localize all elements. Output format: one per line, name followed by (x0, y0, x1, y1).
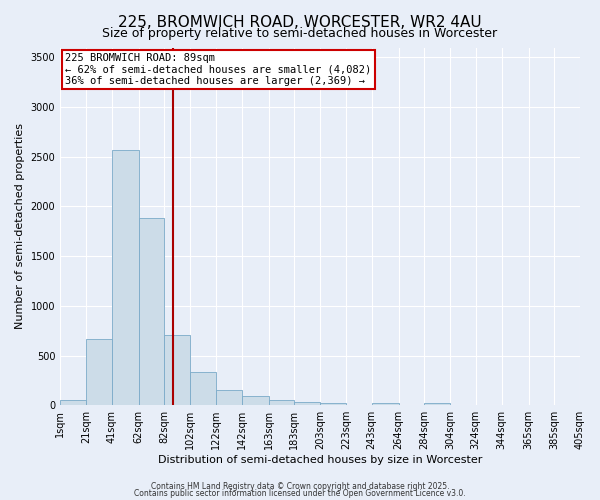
X-axis label: Distribution of semi-detached houses by size in Worcester: Distribution of semi-detached houses by … (158, 455, 482, 465)
Text: Contains public sector information licensed under the Open Government Licence v3: Contains public sector information licen… (134, 489, 466, 498)
Bar (269, 400, 295, 405)
Bar (190, 372, 216, 405)
Bar (139, 218, 164, 405)
Text: 225, BROMWICH ROAD, WORCESTER, WR2 4AU: 225, BROMWICH ROAD, WORCESTER, WR2 4AU (118, 15, 482, 30)
Bar (320, 403, 346, 405)
Text: Size of property relative to semi-detached houses in Worcester: Size of property relative to semi-detach… (103, 28, 497, 40)
Bar (60, 400, 86, 405)
Bar (86, 339, 112, 405)
Bar (295, 402, 320, 405)
Bar (371, 402, 398, 405)
Text: 225 BROMWICH ROAD: 89sqm
← 62% of semi-detached houses are smaller (4,082)
36% o: 225 BROMWICH ROAD: 89sqm ← 62% of semi-d… (65, 53, 371, 86)
Bar (164, 334, 190, 405)
Text: Contains HM Land Registry data © Crown copyright and database right 2025.: Contains HM Land Registry data © Crown c… (151, 482, 449, 491)
Bar (216, 390, 242, 405)
Bar (424, 402, 450, 405)
Bar (242, 396, 269, 405)
Bar (112, 150, 139, 405)
Y-axis label: Number of semi-detached properties: Number of semi-detached properties (15, 124, 25, 330)
